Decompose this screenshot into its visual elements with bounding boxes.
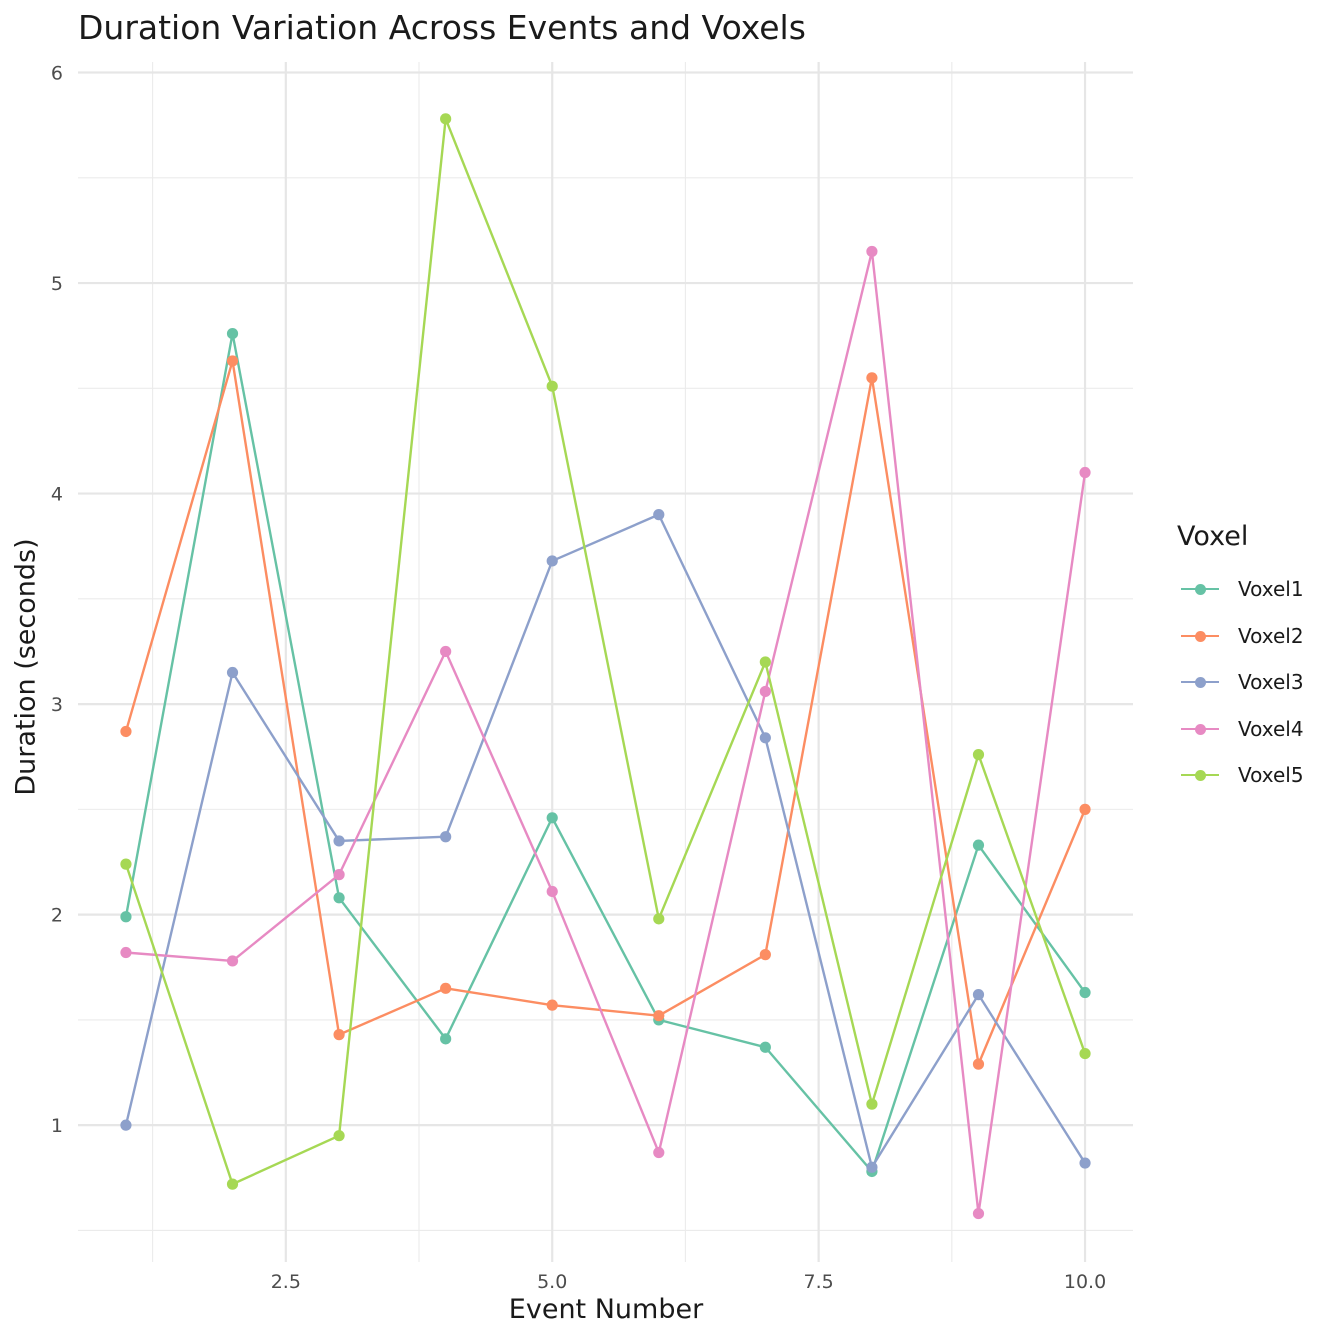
legend-key-voxel3 — [1177, 672, 1223, 692]
data-point-voxel4 — [120, 946, 132, 959]
legend-key-voxel1 — [1177, 579, 1223, 599]
data-point-voxel5 — [333, 1130, 345, 1142]
data-point-voxel3 — [653, 509, 665, 521]
data-point-voxel1 — [1079, 986, 1091, 999]
y-tick-label: 1 — [51, 1115, 63, 1137]
data-point-voxel5 — [226, 1178, 239, 1190]
x-tick-label: 5.0 — [537, 1271, 567, 1293]
series-layer — [120, 113, 1091, 1220]
grid-layer — [78, 62, 1133, 1262]
data-point-voxel5 — [866, 1098, 878, 1110]
y-tick-label: 2 — [51, 905, 63, 927]
chart-title: Duration Variation Across Events and Vox… — [78, 8, 806, 47]
legend-key-voxel5 — [1177, 765, 1223, 785]
legend-items: Voxel1 Voxel2 Voxel3 Voxel4 Voxel5 — [1177, 566, 1304, 799]
legend-key-voxel2 — [1177, 626, 1223, 646]
series-line-voxel2 — [124, 359, 1087, 1066]
data-point-voxel5 — [546, 380, 558, 392]
data-point-voxel4 — [759, 685, 771, 698]
data-point-voxel3 — [333, 835, 345, 847]
data-point-voxel4 — [866, 245, 878, 258]
data-point-voxel3 — [1079, 1157, 1091, 1169]
x-tick-label: 10.0 — [1064, 1271, 1106, 1293]
data-point-voxel2 — [333, 1029, 345, 1041]
x-axis-title: Event Number — [508, 1294, 704, 1325]
series-line-voxel4 — [125, 250, 1087, 1215]
data-point-voxel3 — [440, 831, 452, 843]
data-point-voxel1 — [226, 327, 239, 340]
data-point-voxel2 — [226, 355, 239, 367]
data-point-voxel1 — [546, 812, 558, 824]
y-tick-label: 5 — [51, 273, 63, 295]
y-tick-label: 3 — [51, 694, 63, 716]
data-point-voxel5 — [759, 656, 771, 668]
data-point-voxel2 — [653, 1010, 665, 1022]
legend-item-voxel5: Voxel5 — [1177, 752, 1304, 799]
data-point-voxel5 — [653, 913, 665, 925]
data-point-voxel2 — [1079, 803, 1091, 815]
x-tick-label: 2.5 — [271, 1271, 301, 1293]
data-point-voxel3 — [120, 1119, 132, 1131]
data-point-voxel3 — [226, 666, 239, 679]
legend: Voxel Voxel1 Voxel2 Voxel3 Voxel4 Voxel5 — [1177, 521, 1304, 799]
series-line-voxel5 — [124, 117, 1087, 1186]
data-point-voxel4 — [546, 885, 558, 898]
legend-key-voxel4 — [1177, 719, 1223, 739]
data-point-voxel1 — [440, 1033, 452, 1045]
legend-item-voxel1: Voxel1 — [1177, 566, 1304, 613]
tick-label-layer: 2.5 5.0 7.5 10.0 1 2 3 4 5 6 — [51, 63, 1106, 1293]
legend-key-point — [1195, 723, 1206, 735]
data-point-voxel5 — [440, 113, 452, 125]
legend-item-voxel3: Voxel3 — [1177, 659, 1304, 706]
data-point-voxel2 — [546, 999, 558, 1011]
data-point-voxel5 — [972, 749, 985, 761]
data-point-voxel1 — [972, 839, 985, 851]
legend-key-point — [1195, 677, 1206, 689]
data-point-voxel4 — [972, 1207, 985, 1220]
legend-label-voxel3: Voxel3 — [1238, 670, 1304, 695]
data-point-voxel5 — [1079, 1047, 1091, 1060]
data-point-voxel2 — [972, 1058, 985, 1070]
series-line-voxel3 — [124, 513, 1087, 1169]
data-point-voxel3 — [972, 989, 985, 1001]
data-point-voxel4 — [226, 955, 239, 967]
legend-key-point — [1195, 770, 1206, 782]
legend-item-voxel2: Voxel2 — [1177, 613, 1304, 660]
data-point-voxel3 — [759, 732, 771, 744]
legend-label-voxel5: Voxel5 — [1238, 763, 1304, 788]
legend-label-voxel2: Voxel2 — [1238, 623, 1304, 648]
data-point-voxel2 — [120, 725, 132, 738]
data-point-voxel4 — [1079, 466, 1091, 479]
legend-label-voxel1: Voxel1 — [1238, 577, 1304, 602]
data-point-voxel2 — [866, 372, 878, 384]
data-point-voxel3 — [866, 1161, 878, 1173]
legend-label-voxel4: Voxel4 — [1238, 716, 1304, 741]
data-point-voxel1 — [120, 911, 132, 923]
legend-item-voxel4: Voxel4 — [1177, 706, 1304, 753]
data-point-voxel4 — [333, 869, 345, 881]
y-tick-label: 6 — [51, 63, 63, 85]
data-point-voxel3 — [546, 555, 558, 567]
legend-key-point — [1195, 630, 1206, 642]
y-axis-title: Duration (seconds) — [10, 538, 42, 796]
series-line-voxel1 — [124, 332, 1087, 1173]
legend-title: Voxel — [1177, 521, 1249, 552]
data-point-voxel2 — [440, 982, 452, 994]
data-point-voxel2 — [759, 949, 771, 961]
legend-key-point — [1195, 584, 1206, 596]
y-tick-label: 4 — [51, 484, 63, 506]
data-point-voxel4 — [440, 645, 452, 658]
data-point-voxel1 — [333, 892, 345, 904]
data-point-voxel4 — [653, 1146, 665, 1159]
data-point-voxel1 — [759, 1041, 771, 1053]
data-point-voxel5 — [120, 858, 132, 870]
x-tick-label: 7.5 — [804, 1271, 834, 1293]
